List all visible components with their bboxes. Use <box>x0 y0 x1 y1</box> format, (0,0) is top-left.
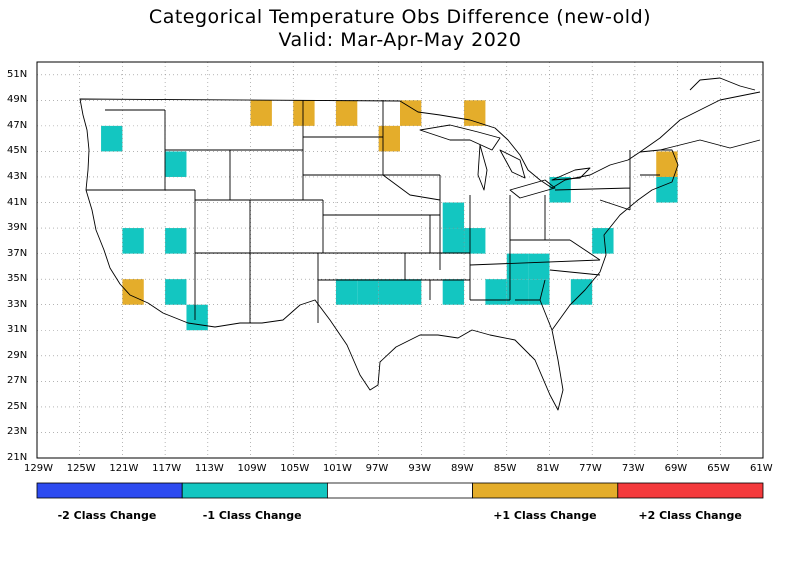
longitude-label: 89W <box>451 463 474 474</box>
grid-cell-minus1 <box>464 228 486 254</box>
latitude-label: 29N <box>7 349 28 361</box>
latitude-label: 27N <box>7 375 28 387</box>
grid-cell-minus1 <box>335 279 358 305</box>
map-title: Categorical Temperature Obs Difference (… <box>148 6 652 28</box>
longitude-label: 129W <box>24 463 53 474</box>
grid-cell-minus1 <box>528 253 550 280</box>
grid-cell-plus1 <box>656 151 678 177</box>
latitude-label: 49N <box>7 94 28 106</box>
longitude-label: 97W <box>365 463 389 474</box>
longitude-label: 109W <box>237 463 267 474</box>
map-subtitle: Valid: Mar-Apr-May 2020 <box>278 29 522 51</box>
latitude-label: 25N <box>7 400 28 412</box>
legend-label: +2 Class Change <box>638 509 742 522</box>
longitude-label: 117W <box>152 463 182 474</box>
grid-cell-minus1 <box>506 253 529 280</box>
longitude-label: 81W <box>536 463 560 474</box>
legend-label: -1 Class Change <box>202 509 302 522</box>
grid-cell-minus1 <box>165 228 187 254</box>
canada-coast <box>639 77 761 153</box>
longitude-label: 85W <box>493 463 517 474</box>
grid-cell-minus1 <box>378 279 400 305</box>
latitude-label: 31N <box>7 324 28 336</box>
grid-cell-minus1 <box>528 279 550 305</box>
grid-cell-minus1 <box>442 279 465 305</box>
legend-swatch-minus2 <box>36 482 183 499</box>
grid-cell-minus1 <box>442 202 465 229</box>
longitude-label: 73W <box>621 463 645 474</box>
grid-cell-minus1 <box>122 228 144 254</box>
grid-cell-minus1 <box>592 228 614 254</box>
longitude-label: 61W <box>750 463 773 474</box>
longitude-label: 65W <box>707 463 730 474</box>
grid-cell-plus1 <box>250 100 272 126</box>
latitude-label: 45N <box>7 145 28 157</box>
longitude-label: 93W <box>408 463 431 474</box>
grid-cell-minus1 <box>400 279 422 305</box>
grid-cell-minus1 <box>656 176 678 203</box>
grid-cell-minus1 <box>186 304 208 331</box>
latitude-label: 47N <box>7 119 28 131</box>
longitude-label: 113W <box>194 463 224 474</box>
longitude-label: 121W <box>109 463 139 474</box>
grid-cell-minus1 <box>101 125 123 152</box>
longitude-label: 69W <box>664 463 688 474</box>
state-borders <box>86 100 660 331</box>
great-lakes <box>419 124 591 199</box>
latitude-label: 37N <box>7 247 28 259</box>
grid-cell-plus1 <box>378 125 400 152</box>
state-and-coast-boundaries <box>79 77 761 411</box>
legend-swatch-plus2 <box>617 482 764 499</box>
grid-cell-plus1 <box>335 100 358 126</box>
longitude-label: 101W <box>322 463 352 474</box>
legend-swatch-minus1 <box>181 482 328 499</box>
lat-lon-gridlines <box>36 62 764 459</box>
grid-cell-plus1 <box>293 100 315 126</box>
legend-colorbar <box>36 482 764 499</box>
latitude-label: 21N <box>7 452 28 463</box>
latitude-label: 51N <box>7 68 28 80</box>
grid-cell-minus1 <box>165 279 187 305</box>
longitude-label: 105W <box>280 463 310 474</box>
grid-cell-minus1 <box>485 279 507 305</box>
legend-label: +1 Class Change <box>493 509 597 522</box>
longitude-label: 125W <box>66 463 96 474</box>
grid-cell-plus1 <box>400 100 422 126</box>
legend-label: -2 Class Change <box>57 509 157 522</box>
longitude-label: 77W <box>579 463 602 474</box>
latitude-label: 41N <box>7 196 28 208</box>
legend-swatch-zero <box>326 482 473 499</box>
grid-cell-minus1 <box>357 279 379 305</box>
grid-cell-minus1 <box>506 279 529 305</box>
latitude-label: 43N <box>7 170 28 182</box>
grid-cell-plus1 <box>464 100 486 126</box>
legend-swatch-plus1 <box>472 482 619 499</box>
latitude-label: 23N <box>7 426 28 438</box>
grid-cell-minus1 <box>165 151 187 177</box>
grid-cell-plus1 <box>122 279 144 305</box>
grid-cell-minus1 <box>442 228 465 254</box>
map-frame <box>36 61 764 459</box>
latitude-label: 35N <box>7 273 28 285</box>
latitude-label: 39N <box>7 222 28 234</box>
latitude-label: 33N <box>7 298 28 310</box>
